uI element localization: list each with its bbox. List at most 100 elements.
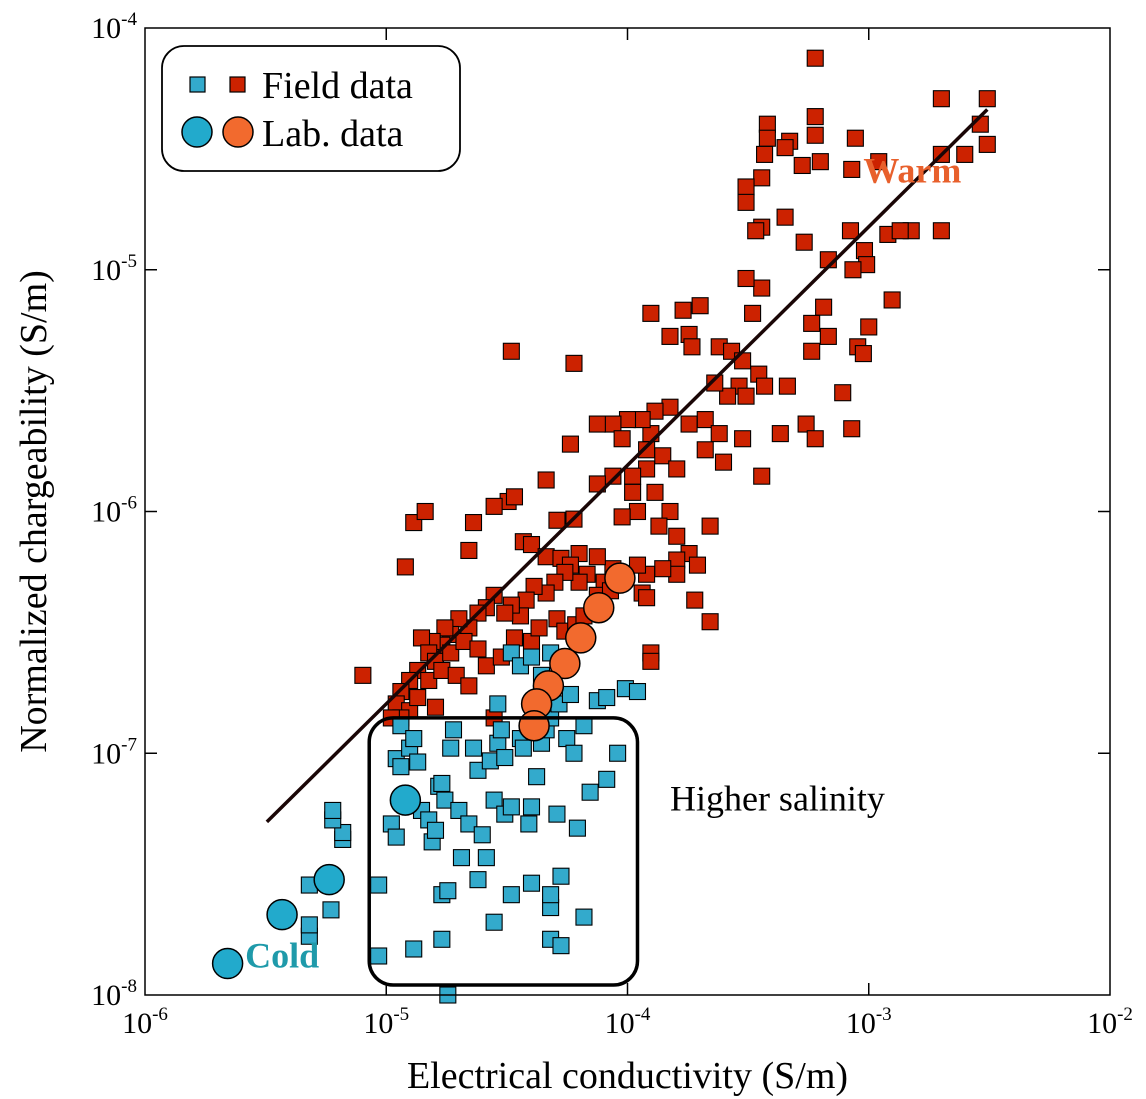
warm-field-point <box>505 629 524 647</box>
cold-field-point <box>502 886 520 904</box>
warm-field-point <box>565 354 583 372</box>
warm-field-point <box>844 261 862 279</box>
cold-field-point <box>575 908 593 926</box>
cold-field-point <box>598 770 616 788</box>
warm-lab-point <box>549 647 581 680</box>
warm-field-point <box>420 671 438 690</box>
warm-field-point <box>846 129 864 147</box>
warm-field-point <box>753 169 771 187</box>
warm-field-point <box>691 297 709 315</box>
cold-field-point <box>528 768 546 786</box>
cold-field-point <box>522 874 541 892</box>
warm-field-point <box>714 453 733 471</box>
warm-field-point <box>883 291 901 309</box>
warm-field-point <box>744 304 762 322</box>
warm-field-point <box>771 425 789 443</box>
warm-field-point <box>701 517 719 535</box>
y-axis-label: Normalized chargeability (S/m) <box>13 270 55 753</box>
warm-field-point <box>860 318 878 336</box>
warm-field-point <box>613 508 631 526</box>
warm-field-point <box>797 415 815 433</box>
cold-field-point <box>442 739 460 757</box>
cold-field-point <box>481 752 499 770</box>
warm-field-point <box>806 49 824 67</box>
warm-field-point <box>517 591 535 609</box>
cold-field-point <box>565 744 583 762</box>
cold-field-point <box>444 721 463 739</box>
cold-field-point <box>514 739 532 757</box>
warm-field-point <box>756 377 774 395</box>
cold-field-point <box>552 867 570 885</box>
warm-field-point <box>674 301 692 319</box>
cold-field-point <box>568 819 586 837</box>
y-tick-label: 10-6 <box>91 493 137 529</box>
annotation-cold: Cold <box>245 935 319 975</box>
cold-field-point <box>561 685 579 704</box>
cold-field-point <box>522 798 541 816</box>
warm-field-point <box>668 460 686 478</box>
x-tick-label: 10-3 <box>846 1004 892 1040</box>
warm-field-point <box>646 483 664 501</box>
warm-field-point <box>696 441 714 459</box>
warm-field-point <box>806 126 824 144</box>
cold-field-point <box>477 849 495 867</box>
x-tick-label: 10-4 <box>605 1004 651 1040</box>
cold-field-point <box>409 753 427 771</box>
warm-field-point <box>701 613 719 631</box>
cold-field-point <box>575 717 593 735</box>
warm-field-point <box>686 591 704 609</box>
warm-field-point <box>642 304 660 322</box>
warm-field-point <box>624 483 642 501</box>
warm-lab-point <box>518 709 550 742</box>
warm-field-point <box>806 430 824 448</box>
cold-field-point <box>598 688 616 707</box>
warm-field-point <box>978 90 996 108</box>
warm-field-point <box>854 345 872 363</box>
warm-field-point <box>661 398 679 416</box>
warm-field-point <box>819 327 837 345</box>
warm-field-point <box>638 589 656 607</box>
warm-field-point <box>710 425 728 443</box>
warm-field-point <box>758 129 776 147</box>
cold-field-point <box>464 739 483 757</box>
warm-field-point <box>753 467 771 485</box>
cold-field-point <box>426 821 445 839</box>
cold-field-point <box>452 849 471 867</box>
warm-field-point <box>633 411 651 429</box>
cold-field-point <box>502 644 520 662</box>
warm-field-point <box>477 657 495 675</box>
warm-field-point <box>412 629 431 647</box>
cold-field-point <box>496 748 514 767</box>
cold-field-point <box>552 937 570 955</box>
warm-field-point <box>793 156 811 175</box>
warm-field-point <box>841 222 860 240</box>
warm-field-point <box>548 511 566 529</box>
warm-field-point <box>436 619 454 637</box>
cold-field-point <box>628 682 647 701</box>
y-tick-label: 10-8 <box>91 976 137 1012</box>
trend-line-layer <box>265 108 989 824</box>
warm-field-point <box>811 153 829 171</box>
x-tick-label: 10-2 <box>1087 1004 1133 1040</box>
cold-field-point <box>387 828 405 846</box>
warm-field-point <box>737 193 755 211</box>
y-tick-label: 10-7 <box>91 734 137 770</box>
warm-field-point <box>734 430 752 448</box>
warm-field-point <box>737 269 755 288</box>
warm-field-point <box>668 527 686 545</box>
warm-field-point <box>803 314 821 332</box>
legend-lab-cold-marker <box>181 116 213 148</box>
warm-field-point <box>396 558 414 576</box>
cold-field-point <box>436 791 454 809</box>
warm-field-point <box>537 471 555 489</box>
cold-field-point <box>469 871 487 889</box>
warm-field-point <box>778 377 796 395</box>
cold-field-point <box>489 695 507 713</box>
cold-field-point <box>433 774 451 793</box>
cold-field-point <box>485 913 503 931</box>
warm-field-point <box>588 475 606 493</box>
warm-field-point <box>460 677 478 695</box>
cold-field-point <box>558 730 576 748</box>
warm-field-point <box>442 644 460 662</box>
